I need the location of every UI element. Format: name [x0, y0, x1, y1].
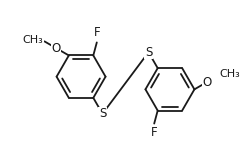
Text: F: F [93, 26, 100, 39]
Text: O: O [202, 76, 211, 88]
Text: S: S [98, 107, 106, 120]
Text: S: S [144, 46, 152, 59]
Text: CH₃: CH₃ [219, 69, 240, 79]
Text: CH₃: CH₃ [23, 36, 43, 45]
Text: F: F [150, 126, 157, 139]
Text: O: O [51, 42, 60, 55]
